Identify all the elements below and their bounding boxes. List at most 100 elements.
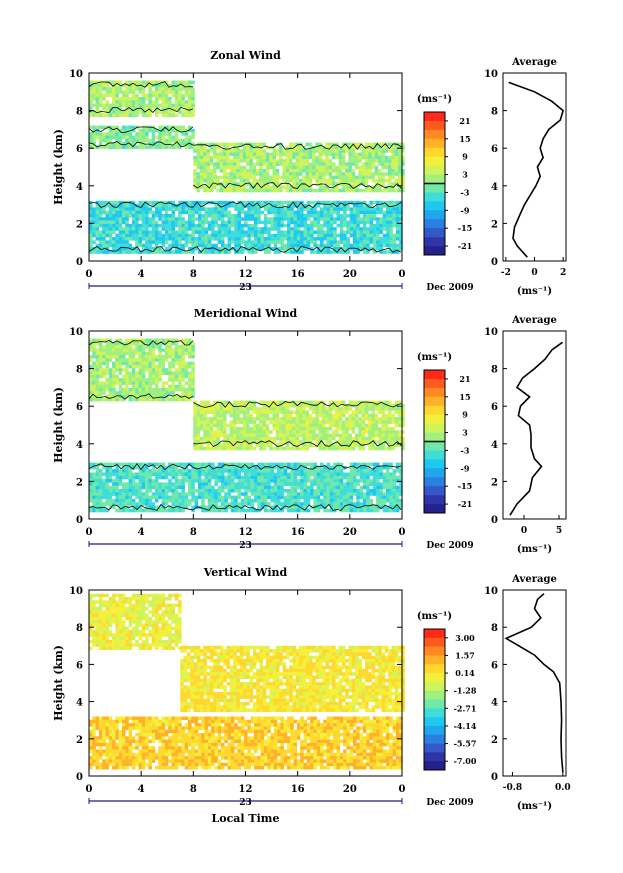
heatmap-cell bbox=[351, 152, 356, 156]
heatmap-cell bbox=[232, 417, 237, 421]
heatmap-cell bbox=[158, 135, 162, 139]
heatmap-cell bbox=[213, 410, 217, 414]
heatmap-cell bbox=[249, 443, 253, 447]
profile-y-tick-label: 4 bbox=[491, 182, 498, 193]
heatmap-cell bbox=[145, 355, 149, 359]
heatmap-cell bbox=[197, 462, 202, 467]
heatmap-cell bbox=[181, 243, 185, 248]
y-tick-label: 4 bbox=[76, 182, 83, 193]
heatmap-cell bbox=[98, 87, 103, 91]
heatmap-cell bbox=[148, 338, 152, 342]
heatmap-cell bbox=[249, 155, 253, 160]
heatmap-cell bbox=[214, 475, 218, 480]
heatmap-cell bbox=[197, 482, 202, 486]
heatmap-cell bbox=[250, 243, 255, 248]
heatmap-cell bbox=[145, 217, 149, 221]
heatmap-cell bbox=[287, 475, 291, 480]
heatmap-cell bbox=[115, 348, 119, 352]
heatmap-cell bbox=[128, 87, 133, 91]
heatmap-cell bbox=[277, 207, 281, 211]
heatmap-cell bbox=[105, 223, 109, 228]
heatmap-cell bbox=[158, 93, 162, 98]
heatmap-cell bbox=[194, 223, 199, 228]
heatmap-cell bbox=[379, 237, 383, 241]
heatmap-cell bbox=[125, 378, 129, 382]
heatmap-cell bbox=[397, 159, 402, 163]
heatmap-cell bbox=[326, 489, 331, 493]
heatmap-cell bbox=[168, 142, 172, 146]
heatmap-cell bbox=[128, 469, 133, 473]
heatmap-cell bbox=[227, 472, 232, 476]
heatmap-cell bbox=[145, 200, 149, 205]
heatmap-cell bbox=[366, 479, 370, 483]
heatmap-cell bbox=[378, 417, 382, 421]
heatmap-cell bbox=[108, 90, 113, 94]
heatmap-cell bbox=[232, 182, 237, 186]
heatmap-cell bbox=[328, 417, 333, 421]
heatmap-cell bbox=[257, 462, 261, 467]
heatmap-cell bbox=[315, 423, 319, 428]
heatmap-cell bbox=[312, 155, 316, 160]
heatmap-cell bbox=[262, 436, 267, 441]
heatmap-cell bbox=[98, 492, 103, 496]
heatmap-cell bbox=[196, 145, 201, 150]
heatmap-cell bbox=[323, 489, 327, 493]
heatmap-cell bbox=[247, 489, 251, 493]
heatmap-cell bbox=[247, 214, 251, 218]
heatmap-cell bbox=[236, 403, 240, 408]
colorbar-band bbox=[424, 246, 445, 256]
heatmap-cell bbox=[171, 93, 175, 98]
heatmap-cell bbox=[188, 210, 192, 215]
heatmap-cell bbox=[339, 472, 344, 476]
heatmap-cell bbox=[312, 162, 316, 166]
heatmap-cell bbox=[171, 371, 175, 375]
heatmap-cell bbox=[161, 138, 166, 143]
heatmap-cell bbox=[289, 436, 293, 441]
heatmap-cell bbox=[374, 440, 379, 444]
heatmap-cell bbox=[89, 374, 93, 379]
heatmap-cell bbox=[161, 132, 166, 136]
heatmap-cell bbox=[298, 149, 303, 153]
heatmap-cell bbox=[361, 430, 366, 434]
heatmap-cell bbox=[397, 400, 402, 405]
heatmap-cell bbox=[318, 159, 323, 163]
heatmap-cell bbox=[399, 469, 403, 473]
heatmap-cell bbox=[199, 410, 204, 414]
heatmap-cell bbox=[401, 145, 405, 150]
heatmap-cell bbox=[155, 489, 159, 493]
heatmap-cell bbox=[105, 345, 109, 349]
heatmap-cell bbox=[345, 440, 349, 444]
colorbar-tick-label: 3 bbox=[462, 170, 468, 180]
heatmap-cell bbox=[211, 489, 215, 493]
heatmap-cell bbox=[224, 479, 228, 483]
heatmap-cell bbox=[230, 469, 235, 473]
heatmap-cell bbox=[148, 394, 152, 399]
heatmap-cell bbox=[203, 440, 207, 444]
heatmap-cell bbox=[333, 482, 337, 486]
heatmap-cell bbox=[95, 207, 100, 211]
heatmap-cell bbox=[259, 155, 263, 160]
heatmap-cell bbox=[221, 475, 225, 480]
heatmap-cell bbox=[141, 210, 146, 215]
heatmap-cell bbox=[372, 237, 377, 241]
profile-y-tick-label: 8 bbox=[491, 107, 498, 118]
heatmap-cell bbox=[234, 214, 238, 218]
heatmap-cell bbox=[184, 371, 189, 375]
heatmap-cell bbox=[201, 469, 205, 473]
heatmap-cell bbox=[155, 388, 159, 392]
heatmap-cell bbox=[221, 214, 225, 218]
heatmap-cell bbox=[125, 80, 129, 84]
heatmap-cell bbox=[219, 410, 224, 414]
heatmap-cell bbox=[247, 240, 251, 244]
heatmap-cell bbox=[161, 207, 166, 211]
heatmap-cell bbox=[108, 351, 113, 356]
heatmap-cell bbox=[95, 358, 100, 362]
heatmap-cell bbox=[254, 207, 258, 211]
heatmap-cell bbox=[368, 413, 372, 418]
heatmap-cell bbox=[384, 172, 389, 176]
heatmap-cell bbox=[362, 472, 367, 476]
heatmap-cell bbox=[164, 204, 169, 208]
heatmap-cell bbox=[131, 364, 136, 369]
heatmap-cell bbox=[164, 223, 169, 228]
heatmap-cell bbox=[196, 436, 201, 441]
